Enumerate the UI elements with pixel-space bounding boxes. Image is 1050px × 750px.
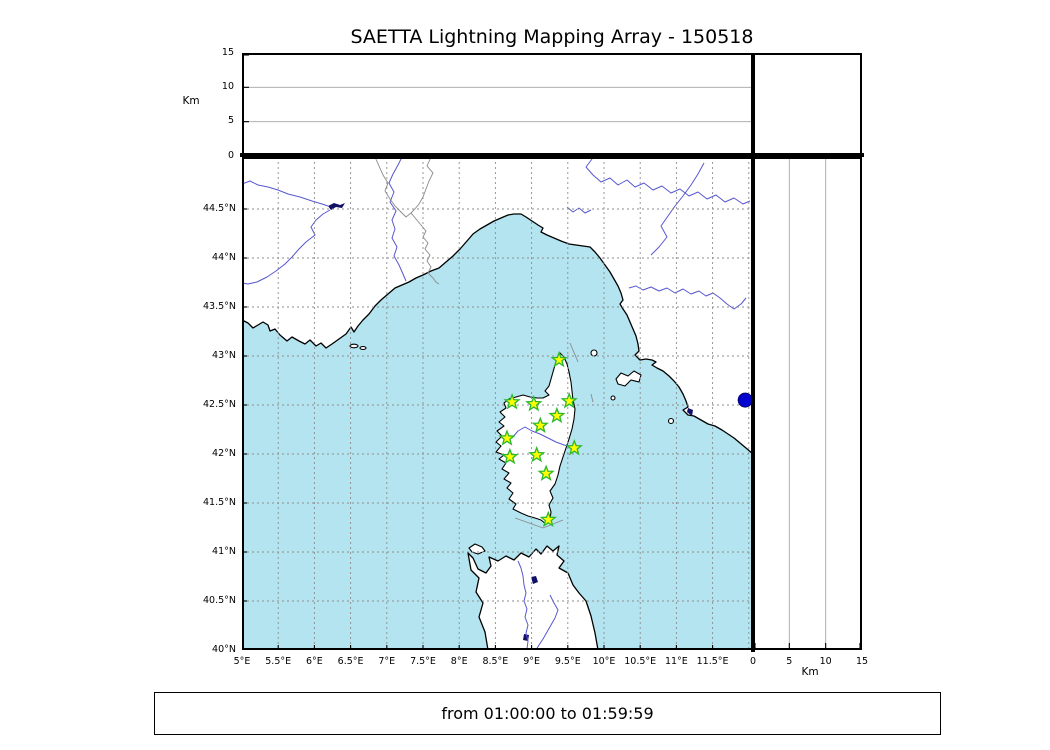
altitude-tickmarks (754, 643, 861, 648)
altitude-km-tick-label: 15 (855, 656, 869, 667)
france-italy-border (374, 157, 440, 285)
river-var (388, 157, 407, 282)
rivers-layer (242, 157, 751, 650)
orbetello-lagoon (687, 408, 693, 416)
river-coghinas (517, 560, 529, 650)
time-range-box: from 01:00:00 to 01:59:59 (154, 692, 941, 735)
divider-horizontal (240, 153, 864, 157)
divider-vertical (751, 53, 755, 652)
panel-frame (242, 53, 753, 156)
altitude-axis-unit-left: Km (182, 95, 200, 107)
river-po-network (585, 158, 751, 205)
lma-station-marker (503, 393, 521, 410)
lon-tick-label: 10.5°E (624, 656, 657, 667)
lon-tick-label: 8°E (450, 656, 468, 667)
lma-stations-layer (498, 350, 583, 528)
corner-plot (753, 53, 862, 156)
altitude-longitude-plot (242, 53, 753, 156)
time-range-text: from 01:00:00 to 01:59:59 (441, 704, 654, 723)
river-durance-lower (242, 209, 331, 285)
lma-station-marker (537, 464, 555, 481)
lma-station-marker (501, 447, 519, 465)
lon-tick-label: 11.5°E (696, 656, 729, 667)
landmasses-layer (242, 157, 753, 650)
map-panel (242, 157, 753, 650)
annotation-line (514, 517, 544, 529)
country-borders-layer (374, 157, 440, 285)
lake-serre-poncon (328, 203, 345, 210)
altitude-tick-label: 5 (227, 115, 234, 127)
graticule-layer (242, 157, 753, 650)
lon-tick-label: 7.5°E (410, 656, 436, 667)
river-tiber-upper (650, 162, 705, 256)
geographic-map (242, 157, 753, 650)
altitude-km-tick-label: 0 (749, 656, 757, 667)
altitude-tick-label: 0 (227, 149, 234, 161)
river-scrivia (566, 206, 592, 214)
altitude-gridlines (244, 86, 751, 123)
river-durance-upper (242, 180, 329, 207)
altitude-axis-unit-bottom: Km (801, 666, 819, 678)
lma-station-marker (565, 439, 583, 456)
panel-frame (753, 53, 862, 156)
sardinia-coastline (467, 545, 599, 650)
lma-station-marker (548, 406, 566, 424)
lon-tick-label: 6°E (305, 656, 323, 667)
altitude-latitude-panel (753, 157, 862, 650)
lma-station-marker (531, 416, 549, 433)
lma-station-marker (550, 350, 568, 368)
hyeres-island-1 (349, 343, 359, 349)
lat-tick-label: 40°N (212, 644, 236, 655)
lma-station-marker (525, 394, 543, 412)
lat-tick-label: 42°N (212, 448, 236, 459)
lon-tick-label: 5.5°E (265, 656, 292, 667)
lon-tick-label: 9°E (523, 656, 540, 667)
altitude-tick-label: 15 (221, 46, 234, 58)
lat-tick-label: 43.5°N (202, 301, 236, 312)
altitude-longitude-panel (242, 53, 753, 156)
lon-tick-label: 10°E (592, 656, 616, 667)
capraia-island (590, 349, 598, 357)
lon-tick-label: 9.5°E (554, 656, 581, 667)
lat-tick-label: 44°N (212, 252, 236, 263)
annotation-line (569, 342, 579, 363)
montecristo-island (610, 395, 616, 401)
mainland (242, 157, 753, 454)
giglio-island (667, 417, 675, 425)
mainland-coastline (242, 213, 753, 455)
lat-tick-label: 41.5°N (202, 497, 236, 508)
lma-station-marker (560, 392, 578, 409)
annotation-line (542, 519, 564, 529)
river-arno (628, 285, 747, 310)
altitude-km-tick-label: 10 (819, 656, 832, 667)
lake-coghinas (531, 576, 538, 584)
panel-frame (753, 157, 862, 650)
border-branch (410, 157, 434, 214)
annotation-line (590, 393, 594, 403)
plot-title: SAETTA Lightning Mapping Array - 150518 (350, 26, 754, 48)
lat-tick-label: 40.5°N (202, 595, 236, 606)
altitude-latitude-plot (753, 157, 862, 650)
lma-station-marker (528, 445, 546, 463)
lon-tick-label: 5°E (233, 656, 251, 667)
altitude-km-tick-label: 5 (786, 656, 793, 667)
altitude-tick-label: 10 (221, 80, 234, 92)
lon-tick-label: 6.5°E (337, 656, 364, 667)
river-sardinia-east (535, 594, 559, 650)
lat-tick-label: 43°N (212, 350, 236, 361)
altitude-tickmarks (244, 54, 249, 155)
lma-station-marker (539, 510, 557, 528)
lat-tick-label: 42.5°N (202, 399, 236, 410)
lon-tick-label: 8.5°E (482, 656, 509, 667)
lma-station-marker (498, 429, 516, 446)
corner-panel (753, 53, 862, 156)
lat-tick-label: 41°N (212, 546, 236, 557)
hyeres-island-2 (359, 345, 367, 351)
lon-tick-label: 7°E (378, 656, 396, 667)
map-annotation-lines (514, 342, 594, 529)
lat-tick-label: 44.5°N (202, 203, 236, 214)
altitude-gridlines (788, 159, 827, 648)
lon-tick-label: 11°E (664, 656, 688, 667)
